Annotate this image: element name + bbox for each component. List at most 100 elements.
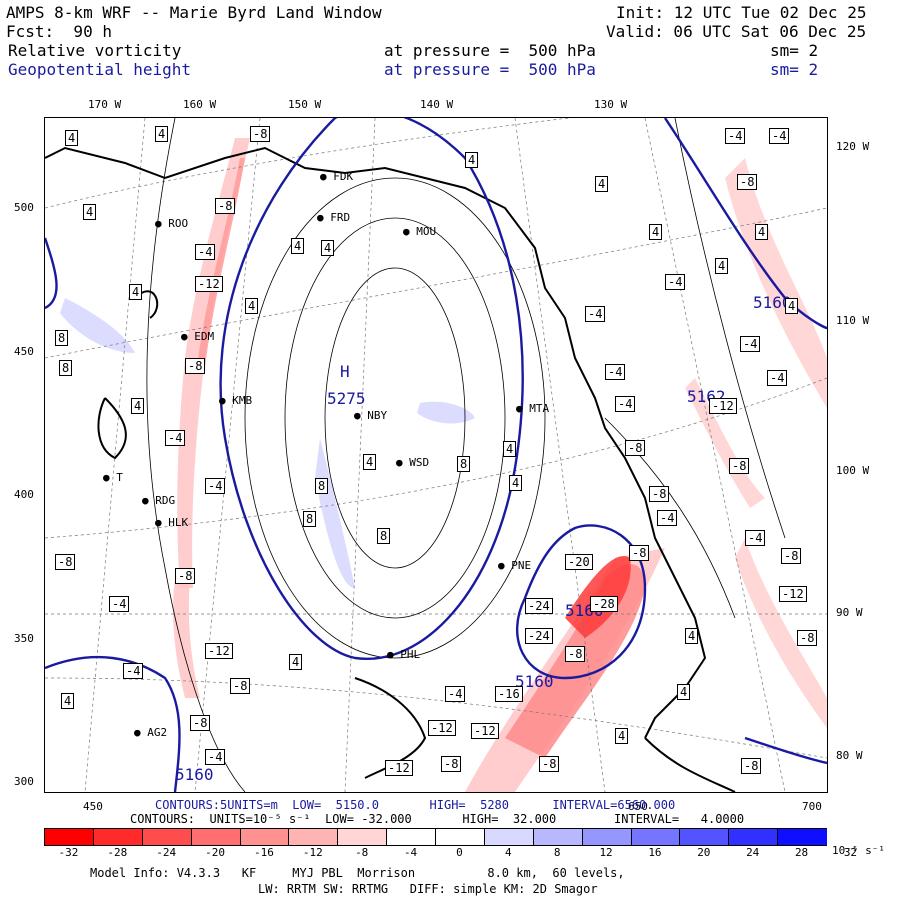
vorticity-contour-info: CONTOURS: UNITS=10⁻⁵ s⁻¹ LOW= -32.000 HI…: [130, 812, 745, 826]
contour-label: -8: [215, 198, 236, 214]
station-marker: ● EDM: [181, 330, 215, 343]
contour-label: 4: [321, 240, 335, 256]
colorbar-tick-label: -32: [58, 846, 79, 859]
contour-label: -8: [629, 545, 650, 561]
contour-label: -8: [175, 568, 196, 584]
station-marker: ● RDG: [142, 494, 176, 507]
colorbar-tick-label: 20: [697, 846, 711, 859]
contour-label: 4: [291, 238, 305, 254]
contour-label: -8: [797, 630, 818, 646]
contour-label: 4: [61, 693, 75, 709]
contour-label: -24: [525, 598, 553, 614]
contour-label: 8: [377, 528, 391, 544]
sw-height-label: 5160: [175, 765, 214, 784]
contour-label: -8: [539, 756, 560, 772]
station-marker: ● MOU: [403, 225, 437, 238]
contour-label: -8: [649, 486, 670, 502]
colorbar-unit: 10⁻⁵ s⁻¹: [832, 844, 885, 857]
colorbar-swatch: [190, 828, 241, 846]
contour-label: 8: [315, 478, 329, 494]
colorbar-swatch: [777, 828, 827, 846]
contour-label: -24: [525, 628, 553, 644]
colorbar-tick-label: 0: [456, 846, 463, 859]
colorbar-swatch: [679, 828, 730, 846]
contour-label: -8: [55, 554, 76, 570]
contour-label: -8: [185, 358, 206, 374]
top-lon-label: 140 W: [420, 98, 454, 111]
colorbar-tick-label: 8: [553, 846, 561, 859]
model-physics: LW: RRTM SW: RRTMG DIFF: simple KM: 2D S…: [258, 882, 598, 896]
station-marker: ● HLK: [155, 516, 189, 529]
top-lon-label: 170 W: [88, 98, 122, 111]
contour-label: -8: [441, 756, 462, 772]
contour-label: -4: [615, 396, 636, 412]
colorbar-swatch: [141, 828, 192, 846]
contour-label: 4: [649, 224, 663, 240]
station-marker: ● WSD: [396, 456, 430, 469]
contour-label: 4: [595, 176, 609, 192]
model-title: AMPS 8-km WRF -- Marie Byrd Land Window: [6, 3, 382, 22]
contour-label: -8: [729, 458, 750, 474]
colorbar-tick-label: -28: [107, 846, 128, 859]
colorbar-tick-label: -16: [254, 846, 274, 859]
contour-label: 4: [289, 654, 303, 670]
graticule: [45, 118, 827, 792]
contour-label: -12: [385, 760, 413, 776]
contour-label: -12: [779, 586, 807, 602]
contour-label: -16: [495, 686, 523, 702]
colorbar-swatch: [239, 828, 290, 846]
contour-label: -4: [745, 530, 766, 546]
contour-label: -8: [625, 440, 646, 456]
colorbar-tick-label: 12: [599, 846, 613, 859]
contour-label: 4: [715, 258, 729, 274]
field2-name: Geopotential height: [8, 60, 192, 79]
top-lon-label: 130 W: [594, 98, 628, 111]
field1-name: Relative vorticity: [8, 41, 182, 60]
colorbar-tick-label: 4: [505, 846, 512, 859]
field1-level: at pressure = 500 hPa: [384, 41, 596, 60]
contour-label: 8: [457, 456, 471, 472]
colorbar-swatch: [581, 828, 632, 846]
contour-label: 4: [245, 298, 259, 314]
colorbar-tick-label: -8: [355, 846, 369, 859]
forecast-hour: Fcst: 90 h: [6, 22, 112, 41]
contour-label: -12: [428, 720, 456, 736]
contour-label: -4: [767, 370, 788, 386]
valid-time: Valid: 06 UTC Sat 06 Dec 25: [606, 22, 867, 41]
contour-label: 4: [129, 284, 143, 300]
right-lon-label: 120 W: [836, 140, 870, 153]
contour-label: -8: [565, 646, 586, 662]
contour-label: 4: [785, 298, 799, 314]
right-lon-label: 100 W: [836, 464, 870, 477]
contour-label: -4: [769, 128, 790, 144]
colorbar-tick-label: 24: [746, 846, 760, 859]
contour-label: -4: [585, 306, 606, 322]
colorbar-tick-label: -24: [156, 846, 177, 859]
colorbar-tick-label: 32: [843, 846, 858, 859]
contour-label: -28: [590, 596, 618, 612]
station-marker: ● PHL: [387, 648, 421, 661]
contour-label: 4: [155, 126, 169, 142]
top-lon-label: 160 W: [183, 98, 217, 111]
colorbar-swatch: [630, 828, 681, 846]
contour-label: -12: [205, 643, 233, 659]
colorbar-swatch: [44, 828, 94, 846]
station-marker: ● FRD: [317, 211, 351, 224]
contour-label: 4: [615, 728, 629, 744]
colorbar-tick-label: -4: [403, 846, 418, 859]
contour-label: 4: [755, 224, 769, 240]
colorbar-swatch: [386, 828, 436, 846]
contour-label: -4: [605, 364, 626, 380]
contour-label: 4: [509, 475, 523, 491]
contour-label: 4: [465, 152, 479, 168]
field1-sm: sm= 2: [770, 41, 819, 60]
contour-label: -12: [709, 398, 737, 414]
contour-label: -12: [195, 276, 223, 292]
field2-sm: sm= 2: [770, 60, 819, 79]
contour-label: -4: [195, 244, 216, 260]
contour-label: -12: [471, 723, 499, 739]
contour-label: -8: [737, 174, 758, 190]
colorbar-swatch: [288, 828, 339, 846]
contour-label: 8: [59, 360, 73, 376]
map-panel: H 5275 5160 5160 5160 5162 5160 ● FDK ● …: [44, 117, 828, 793]
